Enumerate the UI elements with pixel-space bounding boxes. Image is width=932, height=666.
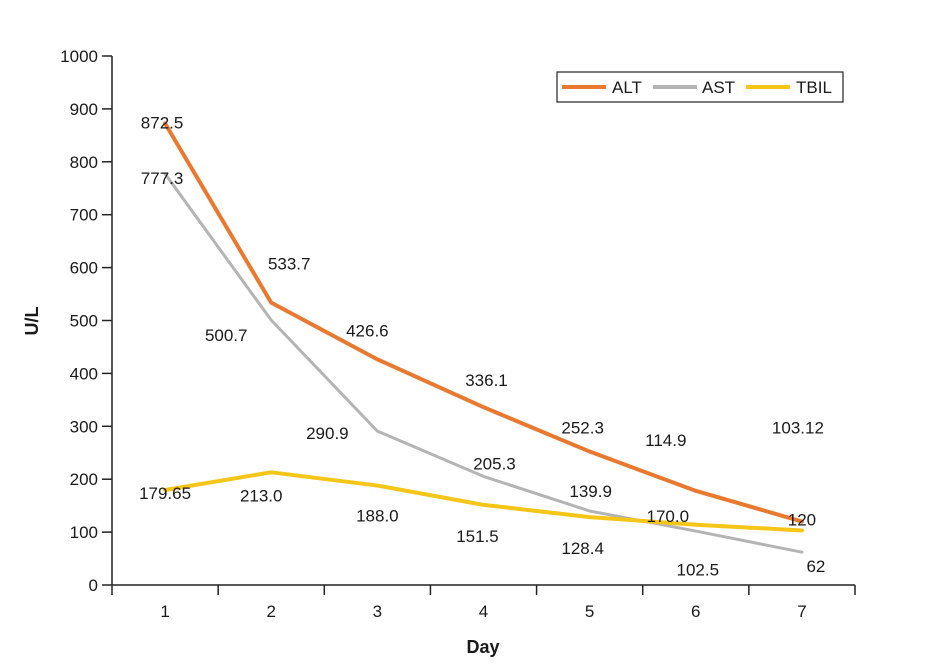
y-tick-label: 900 bbox=[70, 100, 98, 119]
tbil-data-label: 213.0 bbox=[240, 486, 283, 505]
tbil-data-label: 151.5 bbox=[456, 527, 499, 546]
ast-data-label: 62 bbox=[806, 557, 825, 576]
ast-data-label: 777.3 bbox=[141, 169, 184, 188]
tbil-data-label: 102.5 bbox=[677, 561, 720, 580]
y-tick-label: 700 bbox=[70, 206, 98, 225]
x-tick-label: 2 bbox=[266, 602, 275, 621]
ast-data-label: 170.0 bbox=[647, 507, 690, 526]
y-tick-label: 500 bbox=[70, 312, 98, 331]
tbil-data-label: 128.4 bbox=[561, 539, 604, 558]
data-labels: 872.5 533.7 426.6 336.1 252.3 114.9 120 777.3 50… bbox=[139, 113, 825, 579]
alt-data-label: 533.7 bbox=[268, 255, 311, 274]
ast-data-label: 500.7 bbox=[205, 326, 248, 345]
alt-data-label: 252.3 bbox=[561, 419, 604, 438]
ast-data-label: 290.9 bbox=[306, 424, 349, 443]
tbil-data-label: 103.12 bbox=[772, 418, 824, 437]
axes: 0 100 200 300 400 500 600 700 800 900 1000 1 2 3 4 5 6 7 bbox=[60, 47, 856, 621]
x-ticks: 1 2 3 4 5 6 7 bbox=[111, 585, 856, 621]
y-tick-label: 0 bbox=[89, 576, 98, 595]
x-tick-label: 1 bbox=[160, 602, 169, 621]
x-tick-label: 4 bbox=[479, 602, 488, 621]
y-tick-label: 1000 bbox=[60, 47, 98, 66]
alt-data-label: 426.6 bbox=[346, 321, 389, 340]
y-tick-label: 300 bbox=[70, 417, 98, 436]
x-tick-label: 7 bbox=[797, 602, 806, 621]
tbil-data-label: 188.0 bbox=[356, 507, 399, 526]
ast-data-label: 139.9 bbox=[569, 482, 612, 501]
x-axis-title: Day bbox=[466, 637, 499, 657]
x-tick-label: 6 bbox=[691, 602, 700, 621]
y-tick-label: 800 bbox=[70, 153, 98, 172]
y-axis-title: U/L bbox=[22, 307, 42, 336]
alt-data-label: 120 bbox=[788, 511, 816, 530]
tbil-series-line bbox=[163, 470, 804, 533]
series-lines bbox=[163, 121, 804, 554]
y-tick-label: 400 bbox=[70, 364, 98, 383]
tbil-data-label: 179.65 bbox=[139, 484, 191, 503]
alt-legend-label: ALT bbox=[612, 78, 642, 97]
alt-data-label: 336.1 bbox=[465, 371, 508, 390]
x-tick-label: 5 bbox=[585, 602, 594, 621]
x-tick-label: 3 bbox=[373, 602, 382, 621]
alt-series-line bbox=[163, 121, 804, 524]
legend: ALT AST TBIL bbox=[556, 71, 844, 103]
tbil-legend-label: TBIL bbox=[796, 78, 832, 97]
alt-data-label: 872.5 bbox=[141, 113, 184, 132]
ast-series-line bbox=[163, 172, 804, 554]
ast-data-label: 205.3 bbox=[473, 454, 516, 473]
alt-data-label: 114.9 bbox=[645, 431, 686, 450]
y-tick-label: 200 bbox=[70, 470, 98, 489]
ast-legend-label: AST bbox=[702, 78, 735, 97]
y-tick-label: 600 bbox=[70, 259, 98, 278]
y-ticks: 0 100 200 300 400 500 600 700 800 900 1000 bbox=[60, 47, 112, 595]
y-tick-label: 100 bbox=[70, 523, 98, 542]
